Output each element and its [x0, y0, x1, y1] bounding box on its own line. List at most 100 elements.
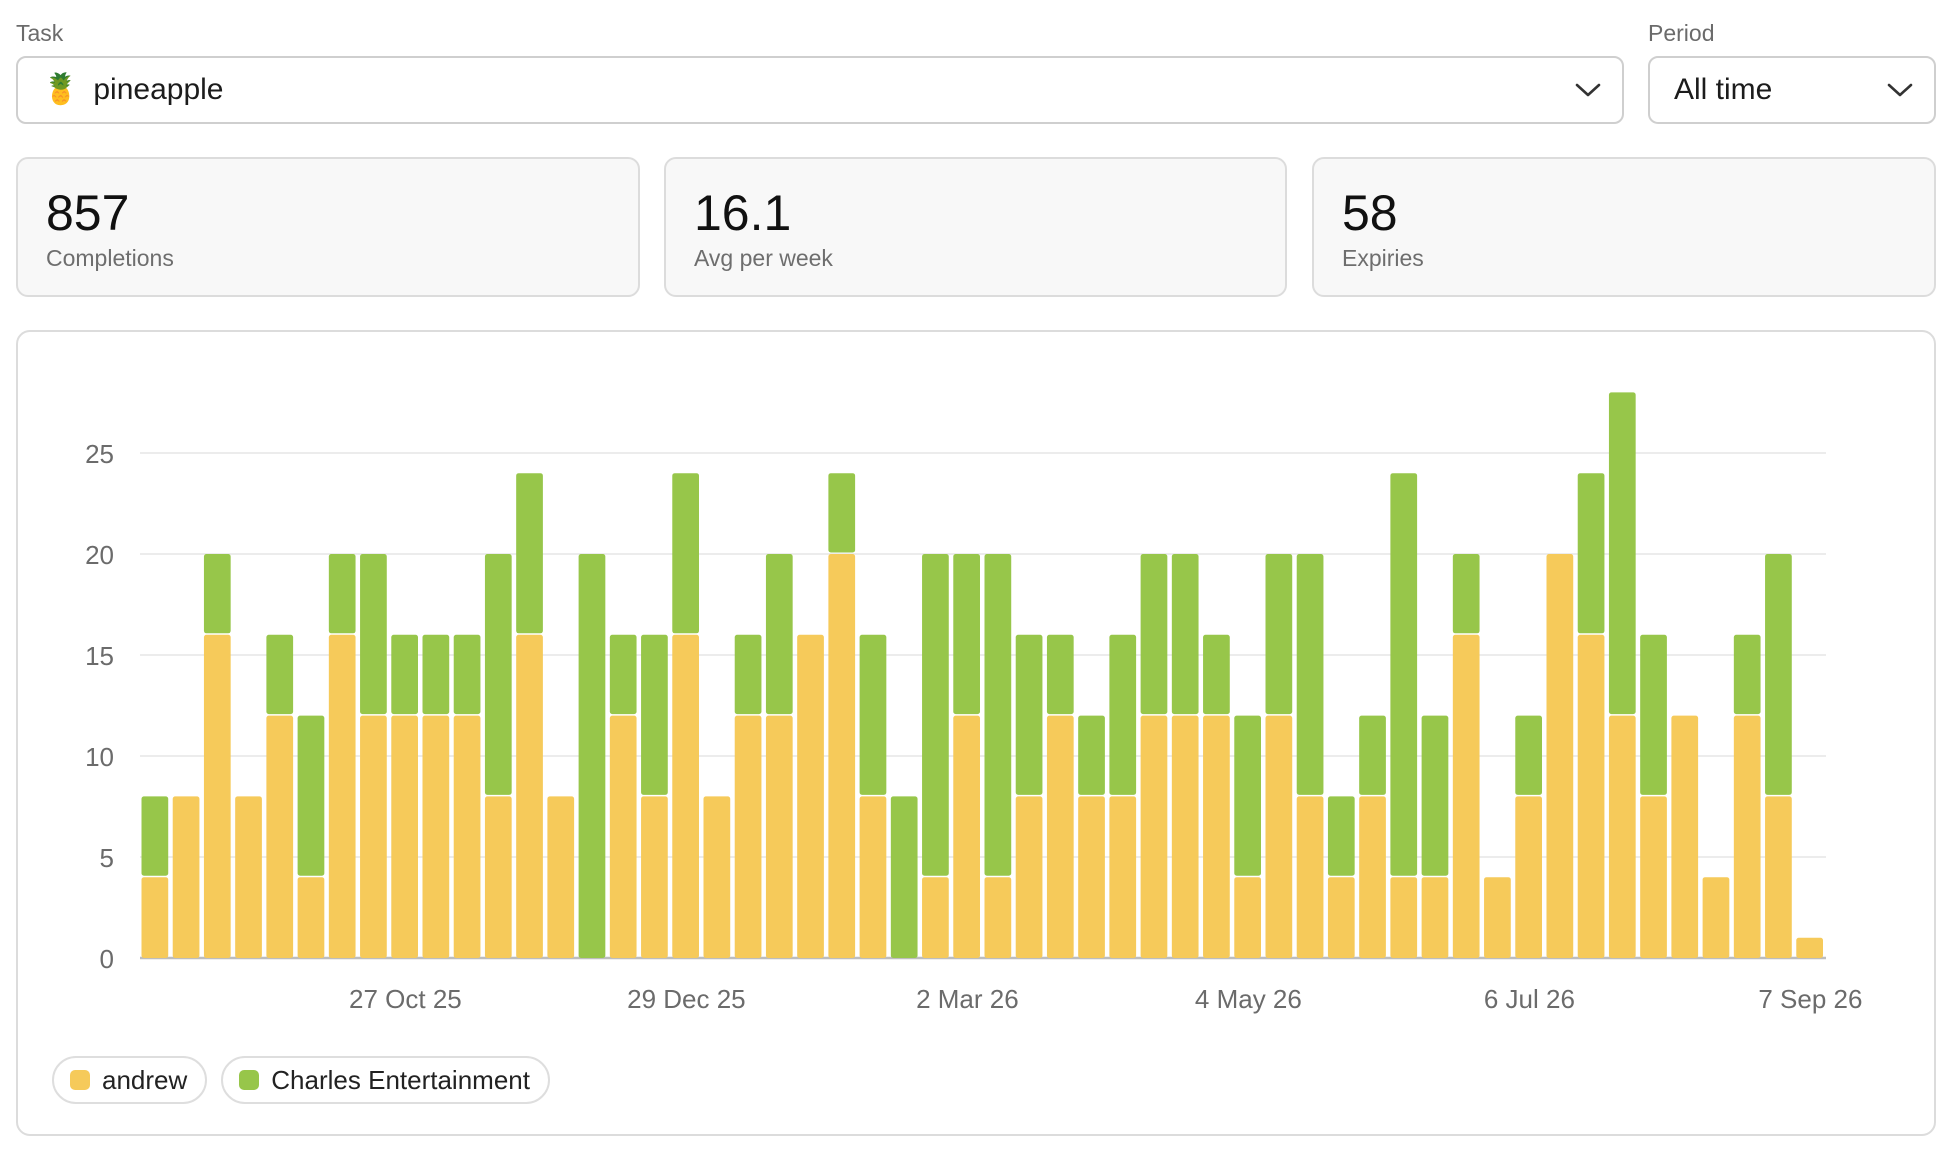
bar-segment-andrew — [1733, 715, 1761, 958]
x-tick-label: 29 Dec 25 — [627, 984, 746, 1014]
bar-segment-charles-entertainment — [578, 554, 606, 958]
period-select[interactable]: All time — [1648, 56, 1936, 124]
bar-segment-charles-entertainment — [1733, 634, 1761, 715]
stat-value: 58 — [1342, 185, 1398, 241]
bar-segment-andrew — [1109, 796, 1137, 958]
bar-segment-charles-entertainment — [328, 554, 356, 634]
chart-legend: andrew Charles Entertainment — [52, 1056, 550, 1104]
bar-segment-charles-entertainment — [672, 473, 699, 634]
x-tick-label: 4 May 26 — [1195, 984, 1302, 1014]
bar-segment-charles-entertainment — [828, 473, 856, 553]
bar-segment-andrew — [1515, 796, 1542, 958]
bar-segment-charles-entertainment — [1171, 554, 1199, 715]
bar-segment-andrew — [1608, 715, 1636, 958]
bar-segment-charles-entertainment — [141, 796, 169, 876]
bar-segment-charles-entertainment — [391, 634, 418, 715]
bar-segment-charles-entertainment — [1640, 634, 1667, 795]
bar-segment-charles-entertainment — [1765, 554, 1792, 795]
stacked-bar-chart: 0 5 10 15 20 25 27 Oct 25 29 Dec 25 2 Mar 26 4 Ma… — [85, 392, 1862, 1014]
legend-item-andrew[interactable]: andrew — [52, 1056, 208, 1104]
bar-segment-andrew — [1577, 634, 1605, 958]
bar-segment-charles-entertainment — [1608, 392, 1636, 715]
bar-segment-andrew — [391, 715, 418, 958]
bar-segment-charles-entertainment — [453, 634, 481, 715]
bar-segment-andrew — [1015, 796, 1043, 958]
bar-segment-charles-entertainment — [516, 473, 543, 634]
bar-segment-andrew — [547, 796, 575, 958]
bar-segment-andrew — [360, 715, 387, 958]
bar-segment-charles-entertainment — [266, 634, 294, 715]
task-select[interactable]: 🍍 pineapple — [16, 56, 1624, 124]
bar-segment-andrew — [1359, 796, 1386, 958]
bar-segment-charles-entertainment — [609, 634, 637, 715]
bar-segment-andrew — [953, 715, 980, 958]
bar-segment-charles-entertainment — [1078, 715, 1105, 795]
stat-label: Expiries — [1342, 245, 1424, 271]
bar-segment-charles-entertainment — [297, 715, 325, 876]
bar-segment-andrew — [1484, 877, 1511, 958]
bar-segment-andrew — [484, 796, 512, 958]
bar-segment-andrew — [859, 796, 887, 958]
bar-segment-charles-entertainment — [984, 554, 1012, 876]
period-field-label: Period — [1648, 20, 1715, 46]
bar-segment-andrew — [922, 877, 949, 958]
bar-segment-andrew — [141, 877, 169, 958]
bar-segment-andrew — [984, 877, 1012, 958]
bar-segment-andrew — [266, 715, 294, 958]
bar-segment-andrew — [703, 796, 731, 958]
period-select-value: All time — [1674, 73, 1773, 106]
x-tick-label: 27 Oct 25 — [349, 984, 462, 1014]
x-tick-label: 6 Jul 26 — [1484, 984, 1575, 1014]
bar-segment-charles-entertainment — [641, 634, 668, 795]
legend-item-charles-entertainment[interactable]: Charles Entertainment — [221, 1056, 550, 1104]
bar-segment-andrew — [1702, 877, 1730, 958]
bar-segment-andrew — [422, 715, 450, 958]
chevron-down-icon — [1886, 76, 1914, 104]
bar-segment-andrew — [609, 715, 637, 958]
x-tick-label: 2 Mar 26 — [916, 984, 1019, 1014]
bar-segment-andrew — [1671, 715, 1699, 958]
bar-segment-charles-entertainment — [890, 796, 918, 958]
bar-segment-andrew — [1265, 715, 1293, 958]
bar-segment-charles-entertainment — [1421, 715, 1449, 876]
stat-card-completions: 857 Completions — [16, 157, 640, 297]
stat-label: Completions — [46, 245, 174, 271]
bar-segment-andrew — [1640, 796, 1667, 958]
stat-value: 857 — [46, 185, 130, 241]
y-tick-label: 20 — [85, 540, 114, 570]
task-field-label: Task — [16, 20, 64, 46]
bar-segment-andrew — [172, 796, 200, 958]
bar-segment-andrew — [1452, 634, 1480, 958]
bar-segment-andrew — [203, 634, 231, 958]
bar-segment-charles-entertainment — [1234, 715, 1261, 876]
stat-label: Avg per week — [694, 245, 833, 271]
bar-segment-charles-entertainment — [1046, 634, 1074, 715]
y-tick-label: 15 — [85, 641, 114, 671]
bar-segment-charles-entertainment — [1140, 554, 1168, 715]
bar-segment-charles-entertainment — [1265, 554, 1293, 715]
bar-segment-charles-entertainment — [1359, 715, 1386, 795]
bar-segment-andrew — [516, 634, 543, 958]
legend-label: andrew — [102, 1064, 188, 1095]
task-select-value: pineapple — [93, 73, 224, 106]
bar-segment-andrew — [672, 634, 699, 958]
bar-segment-andrew — [1171, 715, 1199, 958]
bar-segment-charles-entertainment — [953, 554, 980, 715]
bar-segment-charles-entertainment — [203, 554, 231, 634]
bar-segment-andrew — [765, 715, 793, 958]
bar-segment-andrew — [1203, 715, 1230, 958]
x-tick-label: 7 Sep 26 — [1758, 984, 1862, 1014]
y-tick-label: 0 — [100, 944, 114, 974]
stat-card-expiries: 58 Expiries — [1312, 157, 1936, 297]
bar-segment-andrew — [1046, 715, 1074, 958]
legend-swatch — [70, 1070, 90, 1090]
legend-label: Charles Entertainment — [271, 1064, 530, 1095]
bar-segment-andrew — [797, 634, 824, 958]
bar-segment-charles-entertainment — [922, 554, 949, 876]
bar-segment-charles-entertainment — [1390, 473, 1418, 876]
bar-segment-charles-entertainment — [422, 634, 450, 715]
bar-segment-charles-entertainment — [1109, 634, 1137, 795]
bar-segment-charles-entertainment — [360, 554, 387, 715]
bar-segment-charles-entertainment — [859, 634, 887, 795]
bar-segment-charles-entertainment — [1203, 634, 1230, 715]
